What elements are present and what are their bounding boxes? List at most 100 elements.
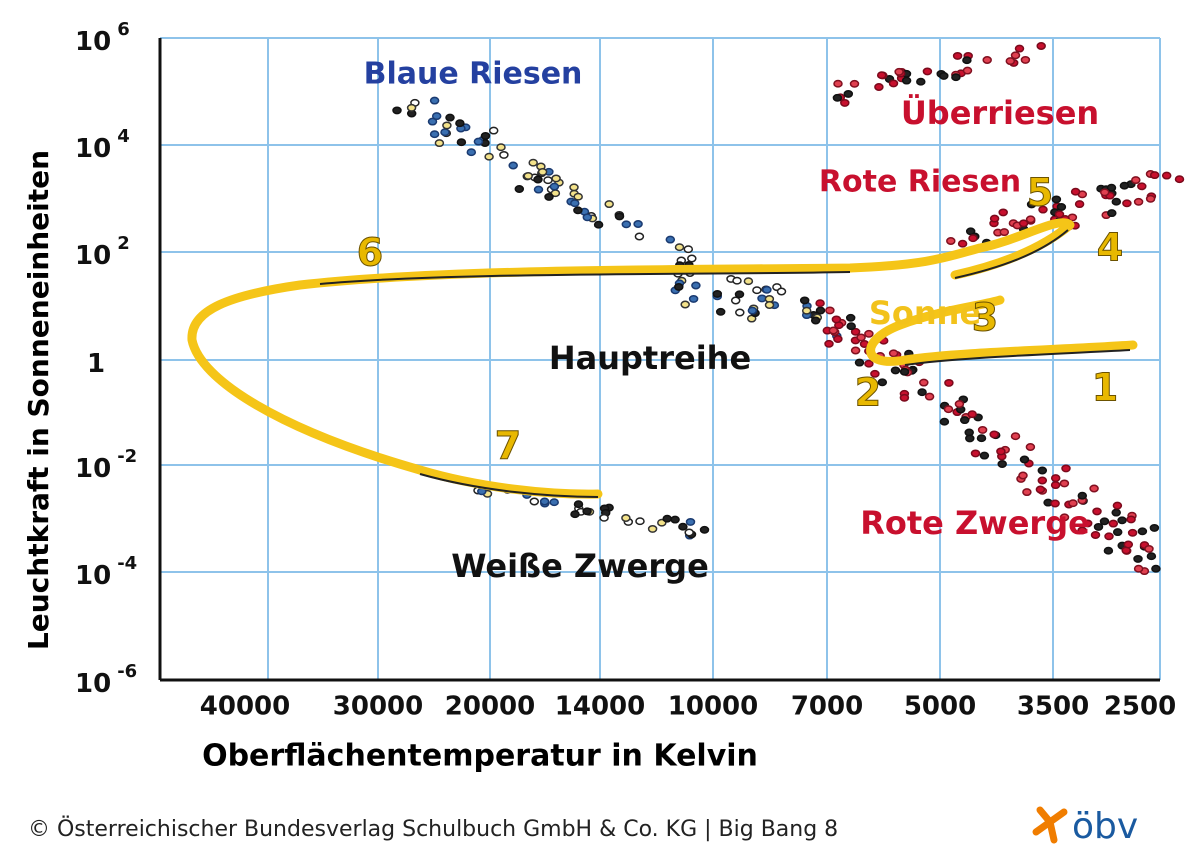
star-dot xyxy=(1061,464,1071,473)
star-dot xyxy=(730,296,741,305)
star-dot xyxy=(1068,499,1078,508)
star-dot xyxy=(699,525,710,534)
x-tick-label: 20000 xyxy=(445,692,535,722)
star-dot xyxy=(828,326,839,335)
tick-base: 10 xyxy=(75,454,111,484)
star-dot xyxy=(998,208,1008,217)
y-tick-label: 10 4 xyxy=(75,126,130,164)
y-tick-label: 10 2 xyxy=(75,233,130,271)
tick-exponent: -4 xyxy=(117,553,137,574)
star-dot xyxy=(1074,200,1085,209)
star-dot xyxy=(570,510,580,519)
star-dot xyxy=(480,131,491,140)
star-dot xyxy=(1151,564,1161,573)
star-dot xyxy=(1093,522,1104,531)
logo: öbv xyxy=(1032,806,1138,847)
star-dot xyxy=(1056,203,1067,211)
star-dot xyxy=(533,175,543,184)
star-dot xyxy=(684,528,694,537)
star-dot xyxy=(1092,507,1102,516)
star-dot xyxy=(1082,519,1093,528)
y-axis-title: Leuchtkraft in Sonneneinheiten xyxy=(22,150,55,650)
star-dot xyxy=(922,67,933,76)
star-dot xyxy=(850,327,861,336)
y-tick-label: 1 xyxy=(87,349,105,379)
star-dot xyxy=(1050,481,1061,490)
star-dot xyxy=(854,358,865,367)
star-dot xyxy=(1059,479,1070,488)
star-dot xyxy=(954,400,965,408)
star-dot xyxy=(901,76,912,85)
star-dot xyxy=(543,176,553,185)
star-dot xyxy=(831,315,842,324)
star-dot xyxy=(1112,501,1123,510)
star-dot xyxy=(1127,528,1138,537)
star-dot xyxy=(1026,200,1037,209)
star-dot xyxy=(633,220,643,228)
star-dot xyxy=(549,498,559,507)
star-dot xyxy=(815,306,826,315)
star-dot xyxy=(614,212,625,221)
star-dot xyxy=(1133,197,1144,206)
star-dot xyxy=(1050,474,1061,483)
star-dot xyxy=(1133,564,1144,573)
star-dot xyxy=(1089,484,1099,493)
star-dot xyxy=(832,93,843,102)
stage-number: 4 xyxy=(1097,226,1123,270)
star-dot xyxy=(427,117,438,126)
star-dot xyxy=(484,152,494,161)
star-dot xyxy=(1014,44,1025,53)
x-axis-title: Oberflächentemperatur in Kelvin xyxy=(202,739,758,774)
star-dot xyxy=(1131,176,1141,185)
star-dot xyxy=(1137,527,1148,536)
star-dot xyxy=(680,300,690,309)
star-dot xyxy=(1111,508,1121,517)
region-label: Rote Zwerge xyxy=(860,504,1090,542)
region-label: Hauptreihe xyxy=(549,339,751,377)
star-dot xyxy=(1022,488,1032,497)
star-dot xyxy=(776,287,787,296)
star-dot xyxy=(573,206,583,215)
star-dot xyxy=(537,167,548,176)
star-dot xyxy=(647,524,658,533)
star-dot xyxy=(970,449,981,458)
star-dot xyxy=(445,113,455,122)
stage-number: 3 xyxy=(972,296,998,340)
star-dot xyxy=(1077,491,1088,500)
star-dot xyxy=(944,378,954,387)
stage-numbers: 1 2 3 45 6 7 xyxy=(356,170,1123,468)
star-dot xyxy=(429,130,440,139)
star-dot xyxy=(843,89,854,98)
star-dot xyxy=(1122,199,1132,208)
star-dot xyxy=(894,67,904,76)
tick-base: 10 xyxy=(75,561,111,591)
star-dot xyxy=(965,434,975,443)
star-dot xyxy=(890,366,901,375)
star-dot xyxy=(582,507,592,516)
star-dot xyxy=(715,307,726,316)
star-dot xyxy=(801,306,812,315)
star-dot xyxy=(1070,187,1081,196)
star-dot xyxy=(825,306,835,315)
star-dot xyxy=(593,220,604,229)
star-dot xyxy=(989,214,1000,223)
x-tick-label: 3500 xyxy=(1017,692,1089,722)
star-dot xyxy=(685,517,696,526)
star-dot xyxy=(528,158,538,167)
stage-number: 6 xyxy=(357,231,383,275)
star-dot xyxy=(833,79,843,88)
star-dot xyxy=(967,410,977,419)
star-dot xyxy=(989,430,999,439)
star-dot xyxy=(982,56,992,64)
star-dot xyxy=(845,313,856,322)
tick-exponent: -6 xyxy=(117,661,137,682)
star-dot xyxy=(732,276,742,285)
star-dot xyxy=(962,66,973,75)
star-dot xyxy=(1137,182,1147,191)
stars xyxy=(392,42,1185,576)
star-dot xyxy=(499,150,509,159)
x-tick-label: 7000 xyxy=(791,692,863,722)
star-dot xyxy=(488,126,499,135)
